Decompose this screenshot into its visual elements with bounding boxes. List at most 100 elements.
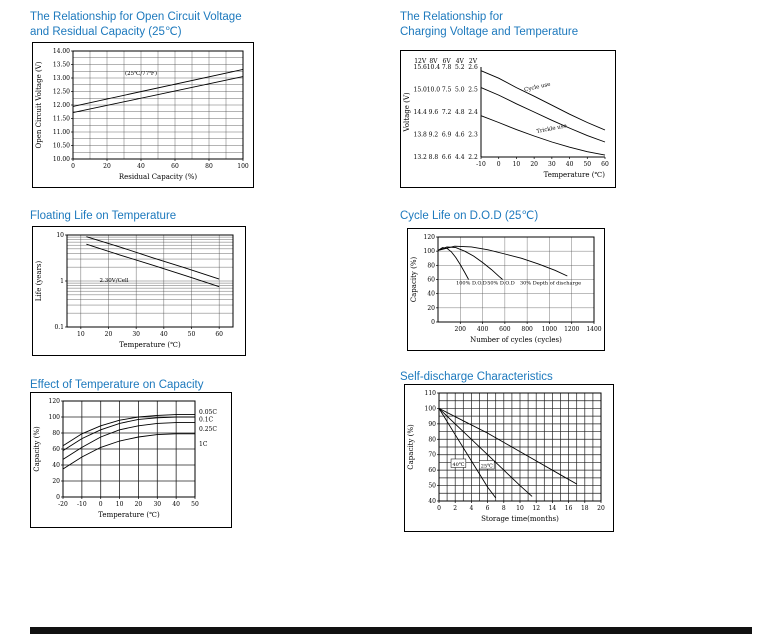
title-line: Floating Life on Temperature xyxy=(30,210,177,222)
chart-title-floating-life: Floating Life on Temperature xyxy=(30,209,330,224)
svg-text:2.4: 2.4 xyxy=(468,109,478,116)
svg-text:10.50: 10.50 xyxy=(53,143,70,150)
chart-title-charging-voltage: The Relationship for Charging Voltage an… xyxy=(400,10,700,40)
svg-text:Number of cycles (cycles): Number of cycles (cycles) xyxy=(470,336,562,344)
svg-text:Temperature (℃): Temperature (℃) xyxy=(98,511,160,519)
svg-text:80: 80 xyxy=(205,163,213,170)
svg-text:Life (years): Life (years) xyxy=(35,260,43,301)
svg-text:14.00: 14.00 xyxy=(53,48,70,55)
svg-text:0.1: 0.1 xyxy=(54,324,64,331)
svg-text:90: 90 xyxy=(428,421,436,428)
title-line: and Residual Capacity (25℃) xyxy=(30,26,182,39)
svg-text:Residual Capacity (%): Residual Capacity (%) xyxy=(119,173,198,181)
svg-text:5.2: 5.2 xyxy=(455,64,465,71)
svg-text:0: 0 xyxy=(497,161,501,168)
svg-text:25℃: 25℃ xyxy=(481,464,493,470)
svg-text:12V: 12V xyxy=(414,58,427,65)
svg-text:0: 0 xyxy=(431,319,435,326)
svg-text:120: 120 xyxy=(424,234,436,241)
svg-text:7.5: 7.5 xyxy=(442,87,452,94)
svg-text:9.2: 9.2 xyxy=(429,132,439,139)
svg-text:10: 10 xyxy=(513,161,521,168)
svg-text:60: 60 xyxy=(52,446,60,453)
svg-text:Temperature (℃): Temperature (℃) xyxy=(119,341,181,349)
svg-text:16: 16 xyxy=(565,505,573,512)
svg-text:0.25C: 0.25C xyxy=(199,426,217,433)
svg-text:2.2: 2.2 xyxy=(468,154,478,161)
svg-text:18: 18 xyxy=(581,505,589,512)
svg-text:6.6: 6.6 xyxy=(442,154,452,161)
svg-text:30: 30 xyxy=(548,161,556,168)
svg-text:100: 100 xyxy=(237,163,249,170)
svg-text:40: 40 xyxy=(427,291,435,298)
svg-text:80: 80 xyxy=(52,430,60,437)
svg-text:400: 400 xyxy=(477,326,489,333)
chart-title-cycle-life: Cycle Life on D.O.D (25℃) xyxy=(400,209,700,224)
chart-charging-voltage: -10 0 10 20 30 40 50 60 12V 15.6 15.0 14.4 13.8 13.2 8… xyxy=(400,50,616,188)
svg-text:14.4: 14.4 xyxy=(414,109,428,116)
svg-text:100: 100 xyxy=(49,414,61,421)
svg-text:7.2: 7.2 xyxy=(442,109,452,116)
svg-text:Capacity (%): Capacity (%) xyxy=(407,424,415,470)
svg-text:-20: -20 xyxy=(58,501,68,508)
svg-text:6.9: 6.9 xyxy=(442,132,452,139)
svg-text:Capacity (%): Capacity (%) xyxy=(410,257,418,303)
chart-self-discharge: 0 2 4 6 8 10 12 14 16 18 20 40 50 60 70 80 90 100 110 40℃ 25… xyxy=(404,384,614,532)
svg-text:100% D.O.D: 100% D.O.D xyxy=(456,280,487,286)
chart-temperature-capacity: -20 -10 0 10 20 30 40 50 0 20 40 60 80 100 120 0.05C 0.1… xyxy=(30,392,232,528)
svg-text:13.00: 13.00 xyxy=(53,75,70,82)
svg-text:6V: 6V xyxy=(443,58,452,65)
chart-svg: -20 -10 0 10 20 30 40 50 0 20 40 60 80 100 120 0.05C0.1… xyxy=(33,398,217,519)
svg-text:2.5: 2.5 xyxy=(468,87,478,94)
svg-text:11.50: 11.50 xyxy=(53,116,70,123)
svg-text:70: 70 xyxy=(428,452,436,459)
svg-text:10: 10 xyxy=(516,505,524,512)
svg-text:Trickle use: Trickle use xyxy=(536,123,567,135)
chart-title-open-circuit-voltage: The Relationship for Open Circuit Voltag… xyxy=(30,10,330,40)
svg-text:1400: 1400 xyxy=(586,326,601,333)
svg-text:10: 10 xyxy=(116,501,124,508)
svg-text:20: 20 xyxy=(103,163,111,170)
svg-text:(25℃/77℉): (25℃/77℉) xyxy=(125,70,157,77)
svg-text:10.00: 10.00 xyxy=(53,156,70,163)
svg-text:10: 10 xyxy=(56,232,64,239)
chart-open-circuit-voltage: 0 20 40 60 80 100 10.00 10.50 11.00 11.50 12.00 12.… xyxy=(32,42,254,188)
svg-text:2.3: 2.3 xyxy=(468,132,478,139)
svg-text:600: 600 xyxy=(499,326,511,333)
title-line: Cycle Life on D.O.D (25℃) xyxy=(400,210,539,222)
svg-text:50: 50 xyxy=(191,501,199,508)
svg-text:8V: 8V xyxy=(429,58,438,65)
svg-text:Voltage (V): Voltage (V) xyxy=(403,92,411,132)
svg-text:0: 0 xyxy=(437,505,441,512)
title-line: The Relationship for Open Circuit Voltag… xyxy=(30,11,242,23)
svg-text:40: 40 xyxy=(566,161,574,168)
svg-text:2: 2 xyxy=(453,505,457,512)
chart-svg: 10 20 30 40 50 60 0.1 1 10 2.30V/Cell Temperature … xyxy=(35,232,234,349)
svg-text:8.8: 8.8 xyxy=(429,154,439,161)
svg-text:100: 100 xyxy=(425,405,437,412)
svg-text:-10: -10 xyxy=(77,501,87,508)
svg-text:10: 10 xyxy=(77,331,85,338)
svg-text:1: 1 xyxy=(60,278,64,285)
title-line: The Relationship for xyxy=(400,11,503,23)
svg-text:80: 80 xyxy=(427,262,435,269)
svg-text:30: 30 xyxy=(132,331,140,338)
svg-text:6: 6 xyxy=(486,505,490,512)
svg-text:Storage time(months): Storage time(months) xyxy=(481,515,559,523)
svg-text:Capacity (%): Capacity (%) xyxy=(33,426,41,472)
footer-bar xyxy=(30,627,752,634)
chart-title-self-discharge: Self-discharge Characteristics xyxy=(400,370,700,385)
svg-text:20: 20 xyxy=(530,161,538,168)
svg-text:12.50: 12.50 xyxy=(53,89,70,96)
svg-text:7.8: 7.8 xyxy=(442,64,452,71)
chart-svg: -10 0 10 20 30 40 50 6012V15.615.014.413.813.28… xyxy=(403,58,609,179)
svg-text:800: 800 xyxy=(521,326,533,333)
svg-text:20: 20 xyxy=(135,501,143,508)
svg-text:60: 60 xyxy=(601,161,609,168)
svg-text:12: 12 xyxy=(532,505,540,512)
chart-svg: 200 400 600 800 1000 1200 1400 0 20 40 60 80 100 120 1… xyxy=(410,234,602,344)
svg-text:4.8: 4.8 xyxy=(455,109,465,116)
svg-text:120: 120 xyxy=(49,398,61,405)
svg-text:2.30V/Cell: 2.30V/Cell xyxy=(100,278,129,284)
svg-text:1200: 1200 xyxy=(564,326,579,333)
